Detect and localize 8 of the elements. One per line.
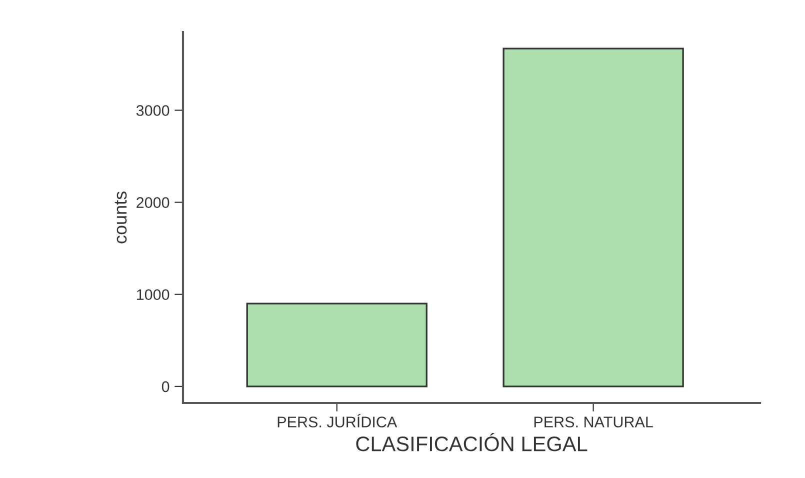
x-tick-label: PERS. JURÍDICA [278,414,398,428]
x-tick-label: PERS. NATURAL [534,416,653,428]
y-axis-title: counts [114,192,127,244]
y-tick-label: 3000 [136,105,170,116]
y-tick-label: 0 [162,381,170,392]
y-tick-label: 1000 [136,289,170,300]
y-tick-label: 2000 [136,197,170,208]
x-axis-title: CLASIFICACIÓN LEGAL [356,433,588,452]
